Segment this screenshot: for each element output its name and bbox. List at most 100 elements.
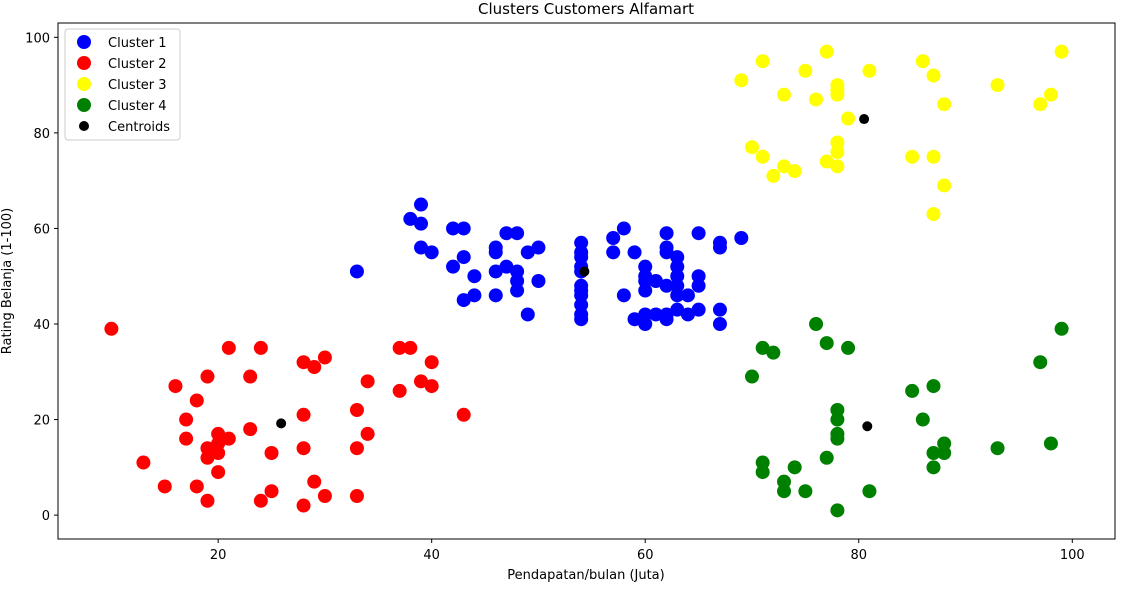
cluster-3-point [787,164,802,179]
cluster-2-point [307,474,322,489]
y-tick-label: 0 [42,509,50,524]
cluster-4-point [777,484,792,499]
cluster-2-point [189,393,204,408]
cluster-3-point [744,140,759,155]
cluster-4-point [1054,321,1069,336]
cluster-1-point [638,317,653,331]
y-tick-label: 100 [25,31,50,46]
cluster-2-point [349,403,364,417]
cluster-2-point [221,431,236,446]
cluster-2-point [243,369,258,384]
centroids-point [579,266,590,277]
cluster-1-point [403,211,418,226]
cluster-4-point [798,484,813,499]
centroids-point [862,421,873,432]
cluster-2-point [296,498,311,513]
cluster-2-point [253,493,268,508]
cluster-2-point [360,426,375,441]
cluster-1-point [456,221,471,236]
cluster-4-point [990,441,1005,456]
cluster-1-point [606,245,621,260]
cluster-2-point [414,374,429,389]
cluster-1-point [712,317,727,331]
cluster-1-point [616,221,631,236]
cluster-3-point [926,149,941,164]
cluster-2-point [392,340,407,355]
cluster-1-point [712,240,727,255]
cluster-3-point [1054,44,1069,59]
legend-label: Cluster 1 [108,36,167,51]
cluster-3-point [734,73,749,88]
cluster-1-point [499,226,514,241]
cluster-2-point [349,489,364,503]
cluster-3-point [862,63,877,78]
cluster-1-point [414,197,429,212]
cluster-2-point [424,379,439,394]
cluster-3-point [777,87,792,102]
cluster-4-point [809,317,824,331]
cluster-3-point [926,68,941,83]
cluster-1-point [659,245,674,260]
cluster-1-point [691,278,706,293]
cluster-2-point [168,379,183,394]
cluster-4-point [819,450,834,465]
cluster-2-point [317,350,332,365]
legend-marker [77,98,91,112]
cluster-4-point [841,340,856,355]
legend-label: Cluster 2 [108,57,167,72]
cluster-2-point [200,493,215,508]
cluster-4-point [915,412,930,427]
cluster-2-point [179,412,194,427]
cluster-1-point [691,226,706,241]
y-axis-label: Rating Belanja (1-100) [0,208,15,354]
cluster-1-point [680,288,695,303]
cluster-4-point [1033,355,1048,370]
cluster-1-point [734,231,749,245]
x-axis-label: Pendapatan/bulan (Juta) [507,568,664,583]
legend-marker [77,56,91,70]
cluster-1-point [488,245,503,260]
cluster-1-point [659,278,674,293]
cluster-1-point [680,307,695,322]
legend-marker [77,35,91,49]
cluster-4-point [926,379,941,394]
legend-label: Cluster 4 [108,99,167,114]
cluster-2-point [296,407,311,422]
y-axis: 0 20 40 60 80 100 [25,31,58,524]
cluster-1-point [691,302,706,317]
cluster-3-point [819,44,834,59]
cluster-4-point [787,460,802,475]
cluster-2-point [157,479,172,494]
cluster-2-point [179,431,194,446]
cluster-2-point [349,441,364,456]
x-tick-label: 80 [850,548,867,563]
cluster-4-point [926,446,941,460]
cluster-4-point [905,383,920,398]
cluster-3-point [798,63,813,78]
cluster-2-point [211,446,226,460]
cluster-1-point [531,240,546,255]
x-tick-label: 40 [423,548,440,563]
cluster-1-point [510,283,525,298]
cluster-1-point [520,307,535,322]
y-tick-label: 60 [33,222,50,237]
cluster-1-point [467,269,482,284]
cluster-4-point [755,340,770,355]
cluster-1-point [712,302,727,317]
cluster-2-point [253,340,268,355]
cluster-3-point [905,149,920,164]
cluster-4-point [819,336,834,351]
cluster-1-point [627,245,642,260]
cluster-2-point [264,484,279,499]
cluster-1-point [510,226,525,241]
cluster-2-point [456,407,471,422]
cluster-3-point [830,159,845,174]
cluster-4-point [830,431,845,446]
cluster-2-point [403,340,418,355]
x-tick-label: 100 [1060,548,1085,563]
cluster-1-point [467,288,482,303]
cluster-1-point [670,302,685,317]
y-tick-label: 20 [33,414,50,429]
cluster-1-point [446,221,461,236]
